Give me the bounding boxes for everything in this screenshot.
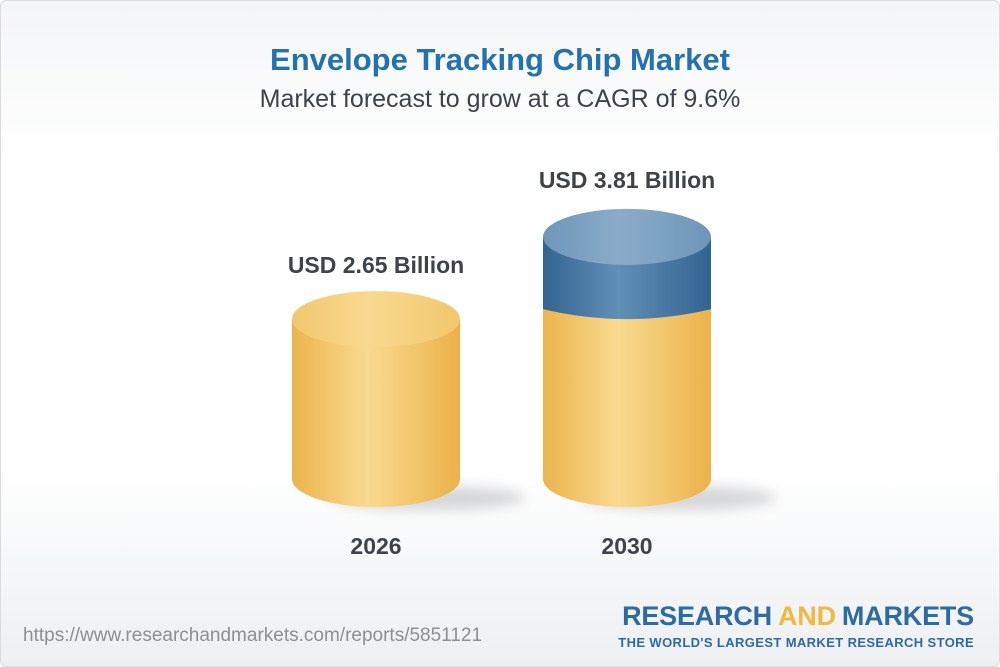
logo-word-and: AND <box>777 601 836 631</box>
bar-2026-segment-yellow <box>292 319 460 507</box>
chart-title: Envelope Tracking Chip Market <box>270 42 730 77</box>
bar-2030-top-face <box>543 208 711 265</box>
report-url-link[interactable]: https://www.researchandmarkets.com/repor… <box>23 625 483 646</box>
logo-word-research: RESEARCH <box>622 601 772 631</box>
research-and-markets-logo[interactable]: RESEARCH AND MARKETS THE WORLD'S LARGEST M… <box>618 601 974 650</box>
value-label-2026: USD 2.65 Billion <box>287 252 465 278</box>
category-label-2026: 2026 <box>350 533 402 559</box>
logo-wordmark: RESEARCH AND MARKETS <box>618 601 974 632</box>
logo-tagline: THE WORLD'S LARGEST MARKET RESEARCH STOR… <box>618 634 974 650</box>
logo-word-markets: MARKETS <box>841 601 974 631</box>
category-label-2030: 2030 <box>601 533 653 559</box>
value-label-2030: USD 3.81 Billion <box>538 167 716 193</box>
bar-2026-top-face <box>292 291 460 348</box>
bar-2030-segment-yellow <box>543 309 711 507</box>
chart-subtitle: Market forecast to grow at a CAGR of 9.6… <box>259 85 741 113</box>
